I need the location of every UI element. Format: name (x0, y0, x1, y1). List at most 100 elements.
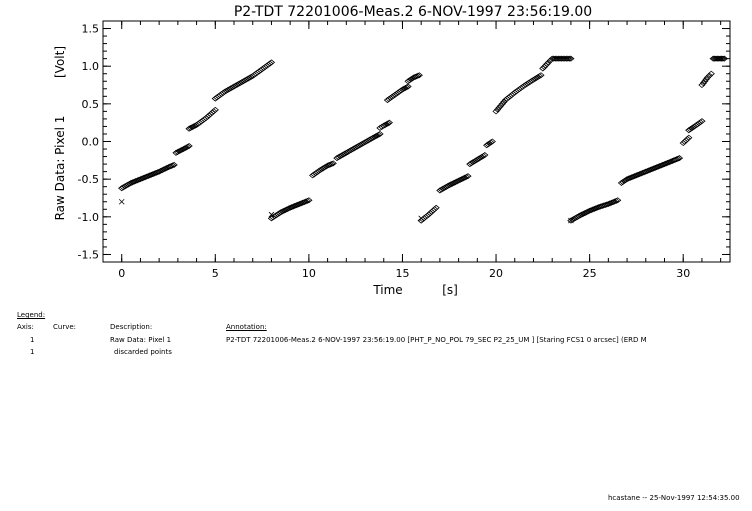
data-point (130, 178, 138, 185)
data-point (634, 171, 642, 178)
data-point (286, 204, 294, 211)
data-point (590, 205, 598, 212)
data-point (132, 178, 140, 185)
legend-row-axis: 1 (30, 336, 35, 344)
data-point (662, 160, 670, 167)
data-point (623, 176, 631, 183)
data-point (415, 72, 423, 79)
data-point (663, 159, 672, 166)
discarded-point (118, 198, 125, 205)
data-point (170, 161, 178, 168)
data-point (453, 178, 461, 185)
data-point (707, 70, 715, 77)
data-point (614, 197, 622, 204)
data-point (649, 165, 658, 172)
discarded-point (418, 215, 424, 222)
data-point (289, 203, 297, 210)
legend-row-annotation: P2-TDT 72201006-Meas.2 6-NOV-1997 23:56:… (226, 336, 647, 344)
legend-col-axis: Axis: (17, 323, 34, 331)
data-point (624, 175, 633, 182)
data-point (648, 166, 656, 173)
x-axis-unit: [s] (442, 283, 458, 297)
data-point (155, 168, 163, 175)
data-point (211, 106, 219, 113)
data-point (300, 199, 308, 206)
data-point (582, 209, 591, 216)
data-point (576, 212, 584, 219)
legend-row-description: Raw Data: Pixel 1 (110, 336, 172, 344)
data-point (185, 142, 193, 150)
data-point (673, 156, 681, 163)
data-point (150, 170, 159, 177)
data-point (127, 179, 135, 186)
data-point (445, 182, 453, 189)
data-point (609, 199, 617, 206)
data-point (288, 204, 296, 211)
y-tick-label: -0.5 (78, 173, 99, 186)
data-point (462, 173, 471, 180)
y-tick-label: 1.0 (82, 60, 100, 73)
data-point (645, 167, 653, 174)
legend-row-curve-icon (66, 334, 74, 342)
data-point (675, 155, 684, 162)
data-point (129, 179, 137, 186)
data-point (589, 206, 597, 213)
data-point (297, 200, 305, 207)
data-point (456, 176, 464, 183)
data-point (640, 169, 648, 176)
data-point (277, 209, 285, 216)
data-point (674, 155, 682, 162)
legend-row-description: discarded points (114, 348, 172, 356)
data-point (146, 172, 154, 179)
data-point (657, 162, 665, 169)
data-point (610, 198, 619, 205)
data-point (448, 180, 456, 187)
data-point (284, 205, 293, 212)
data-point (643, 167, 651, 175)
data-point (719, 55, 727, 62)
data-point (717, 55, 726, 62)
data-point (601, 201, 609, 209)
data-points (118, 55, 729, 224)
data-point (281, 207, 290, 214)
y-tick-label: 1.5 (82, 23, 100, 36)
data-point (135, 176, 143, 183)
data-point (280, 207, 288, 214)
data-point (267, 59, 276, 66)
x-tick-label: 30 (676, 267, 690, 280)
data-point (464, 173, 472, 180)
data-point (404, 83, 412, 90)
data-point (604, 200, 612, 208)
data-point (294, 201, 302, 208)
y-tick-label: 0.5 (82, 98, 100, 111)
data-point (698, 118, 706, 125)
x-axis-label: Time (372, 283, 402, 297)
data-point (149, 171, 157, 178)
data-point (326, 161, 335, 168)
data-point (646, 166, 655, 173)
footer-timestamp: hcastane -- 25-Nov-1997 12:54:35.00 (608, 494, 740, 502)
data-point (291, 202, 299, 209)
data-point (667, 158, 675, 165)
data-point (488, 138, 496, 145)
data-point (567, 55, 575, 62)
plot-frame (102, 20, 731, 263)
data-point (587, 207, 595, 214)
data-point (295, 200, 304, 208)
data-point (607, 199, 616, 206)
legend-row-axis: 1 (30, 348, 35, 356)
data-point (651, 164, 659, 171)
data-point (292, 202, 301, 209)
data-point (581, 210, 589, 217)
y-axis-unit: [Volt] (53, 46, 67, 78)
data-point (136, 176, 145, 183)
data-point (461, 174, 469, 181)
data-point (141, 174, 149, 181)
data-point (653, 164, 661, 171)
data-point (450, 179, 458, 186)
data-point (660, 161, 669, 168)
data-point (584, 208, 592, 215)
y-axis: 1.5 1.0 0.5 0.0 -0.5 -1.0 -1.5 (78, 20, 730, 263)
data-point (586, 207, 594, 214)
data-point (153, 169, 162, 176)
